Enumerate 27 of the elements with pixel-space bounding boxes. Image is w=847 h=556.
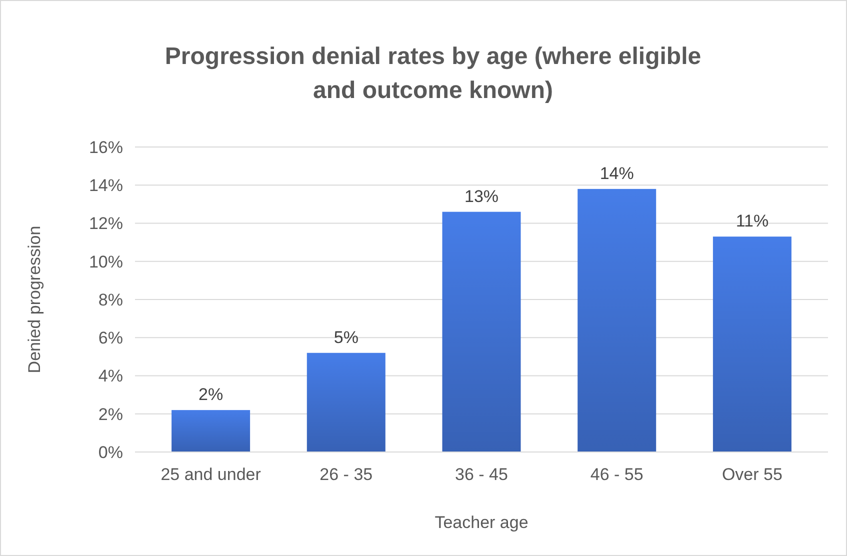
y-tick-label: 12%	[88, 214, 123, 234]
x-tick-label: 25 and under	[160, 465, 262, 484]
y-tick-label: 8%	[98, 290, 123, 310]
x-tick-label: 26 - 35	[320, 465, 373, 484]
chart-title: Progression denial rates by age (where eligible and outcome known)	[164, 43, 702, 104]
data-label: 5%	[334, 328, 358, 347]
x-tick-label: 36 - 45	[455, 465, 508, 484]
y-axis-title: Denied progression	[25, 226, 44, 374]
x-tick-label: Over 55	[722, 465, 782, 484]
bar	[306, 352, 386, 452]
bar	[578, 188, 656, 452]
bar	[442, 212, 521, 452]
y-tick-label: 16%	[88, 138, 123, 157]
data-label: 14%	[600, 164, 634, 183]
x-tick-label: 46 - 55	[590, 465, 644, 484]
data-label: 13%	[464, 186, 499, 206]
bar	[172, 410, 250, 452]
y-tick-label: 6%	[98, 328, 123, 348]
y-tick-label: 2%	[98, 404, 123, 424]
y-tick-label: 14%	[88, 176, 123, 196]
y-tick-label: 0%	[98, 442, 123, 462]
y-tick-label: 4%	[98, 366, 123, 386]
bar	[712, 236, 792, 452]
y-tick-label: 10%	[88, 252, 123, 272]
x-axis-title: Teacher age	[434, 513, 528, 532]
data-label: 2%	[198, 385, 224, 404]
data-label: 11%	[736, 212, 769, 231]
